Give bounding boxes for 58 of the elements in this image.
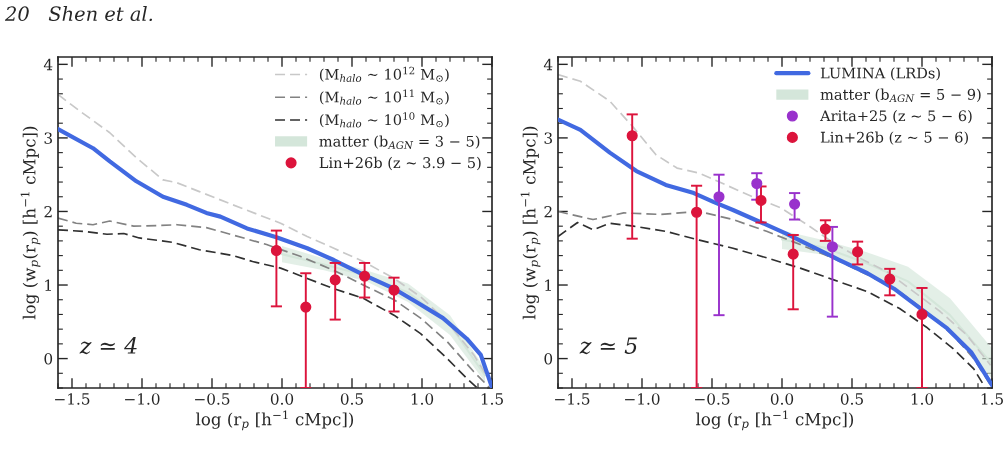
y-axis-title: log (w$_{p}$(r$_{p}$) [h$^{−1}$ cMpc]): [520, 126, 541, 320]
point: [751, 177, 763, 190]
legend-label: (M$_{halo}$ ~ 10$^{11}$ M$_{⊙}$): [319, 89, 449, 105]
x-tick-label: 1.0: [411, 393, 434, 405]
x-tick-label: −0.5: [695, 393, 730, 405]
point: [329, 274, 341, 286]
legend-label: Lin+26b (z ~ 5 − 6): [820, 131, 968, 145]
y-tick-label: 0: [44, 353, 53, 365]
annotation: z ≃ 5: [579, 337, 637, 355]
legend-label: Arita+25 (z ~ 5 − 6): [819, 110, 972, 124]
y-tick-label: 2: [544, 205, 552, 218]
legend-label: matter (b$_{AGN}$ = 5 − 9): [820, 88, 981, 103]
point: [713, 191, 725, 203]
point: [819, 223, 831, 235]
y-tick-label: 1: [545, 279, 551, 291]
y-tick-label: 3: [544, 132, 553, 144]
legend-label: (M$_{halo}$ ~ 10$^{12}$ M$_{⊙}$): [319, 66, 449, 82]
y-tick-label: 2: [44, 205, 52, 218]
point: [852, 246, 864, 258]
x-tick-label: 1.5: [481, 393, 503, 405]
y-tick-label: 3: [44, 132, 52, 144]
legend-label: (M$_{halo}$ ~ 10$^{10}$ M$_{⊙}$): [319, 112, 449, 128]
x-tick-label: 0.5: [840, 393, 863, 405]
point: [826, 241, 838, 253]
x-tick-label: −1.0: [625, 393, 660, 405]
point: [270, 244, 282, 257]
line-series: [780, 238, 992, 365]
x-axis-title: log (r$_{p}$ [h$^{−1}$ cMpc]): [695, 410, 854, 431]
point: [787, 248, 799, 260]
x-axis-title: log (r$_{p}$ [h$^{−1}$ cMpc]): [195, 410, 354, 431]
x-tick-label: 0.0: [770, 393, 794, 405]
annotation: z ≃ 4: [79, 337, 137, 355]
point: [359, 270, 371, 282]
x-tick-label: −1.5: [555, 393, 590, 405]
x-tick-label: −0.5: [195, 393, 230, 405]
point: [789, 198, 801, 210]
x-tick-label: −1.5: [55, 393, 90, 405]
legend-label: LUMINA (LRDs): [820, 67, 940, 81]
point: [626, 130, 638, 142]
y-tick-label: 0: [544, 353, 553, 365]
y-tick-label: 4: [43, 58, 53, 71]
x-tick-label: 1.0: [911, 393, 934, 405]
x-tick-label: −1.0: [125, 393, 160, 405]
y-axis-title: log (w$_{p}$(r$_{p}$) [h$^{−1}$ cMpc]): [20, 126, 41, 320]
x-tick-label: 1.5: [981, 393, 1003, 405]
point: [884, 273, 896, 285]
x-tick-label: 0.0: [270, 393, 294, 405]
x-tick-label: 0.5: [340, 393, 363, 405]
y-tick-label: 4: [543, 58, 553, 71]
legend-label: Lin+26b (z ~ 3.9 − 5): [319, 156, 481, 171]
point: [916, 308, 928, 321]
text: 20 Shen et al.: [4, 6, 153, 22]
y-tick-label: 1: [45, 279, 51, 291]
point: [388, 284, 400, 296]
point: [691, 206, 703, 218]
point: [755, 194, 767, 206]
legend-label: matter (b$_{AGN}$ = 3 − 5): [319, 135, 480, 149]
point: [300, 301, 312, 313]
